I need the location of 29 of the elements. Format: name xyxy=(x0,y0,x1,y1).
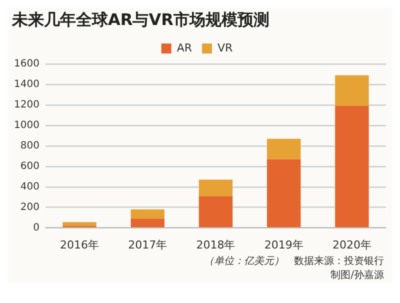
bar xyxy=(266,138,301,160)
y-tick-label: 400 xyxy=(20,181,40,192)
y-tick-label: 1200 xyxy=(14,100,40,111)
x-tick-label: 2019年 xyxy=(264,238,304,252)
source-note: 数据来源：投资银行 xyxy=(294,256,384,267)
y-tick-label: 800 xyxy=(20,140,40,152)
legend-label: VR xyxy=(218,41,234,54)
bar xyxy=(266,159,301,228)
y-tick-label: 1400 xyxy=(14,79,40,90)
y-tick-label: 200 xyxy=(20,202,40,213)
x-tick-label: 2020年 xyxy=(332,238,372,252)
text: （单位：亿美元） xyxy=(204,256,284,267)
bar xyxy=(198,180,233,196)
bar xyxy=(130,209,164,219)
y-tick-label: 1000 xyxy=(14,120,40,132)
chart-title: 未来几年全球AR与VR市场规模预测 xyxy=(10,9,270,31)
bar xyxy=(130,218,164,228)
bar xyxy=(62,222,96,226)
bar xyxy=(198,196,233,228)
y-tick-label: 0 xyxy=(33,222,40,234)
x-tick-label: 2018年 xyxy=(196,238,236,252)
legend-label: AR xyxy=(176,41,192,54)
x-tick-label: 2016年 xyxy=(60,238,100,252)
text: 制图/孙嘉源 xyxy=(330,269,384,283)
bar xyxy=(335,106,369,228)
y-tick-label: 1600 xyxy=(14,58,40,70)
bar xyxy=(335,75,369,106)
y-tick-label: 600 xyxy=(20,160,40,172)
x-tick-label: 2017年 xyxy=(128,238,168,252)
